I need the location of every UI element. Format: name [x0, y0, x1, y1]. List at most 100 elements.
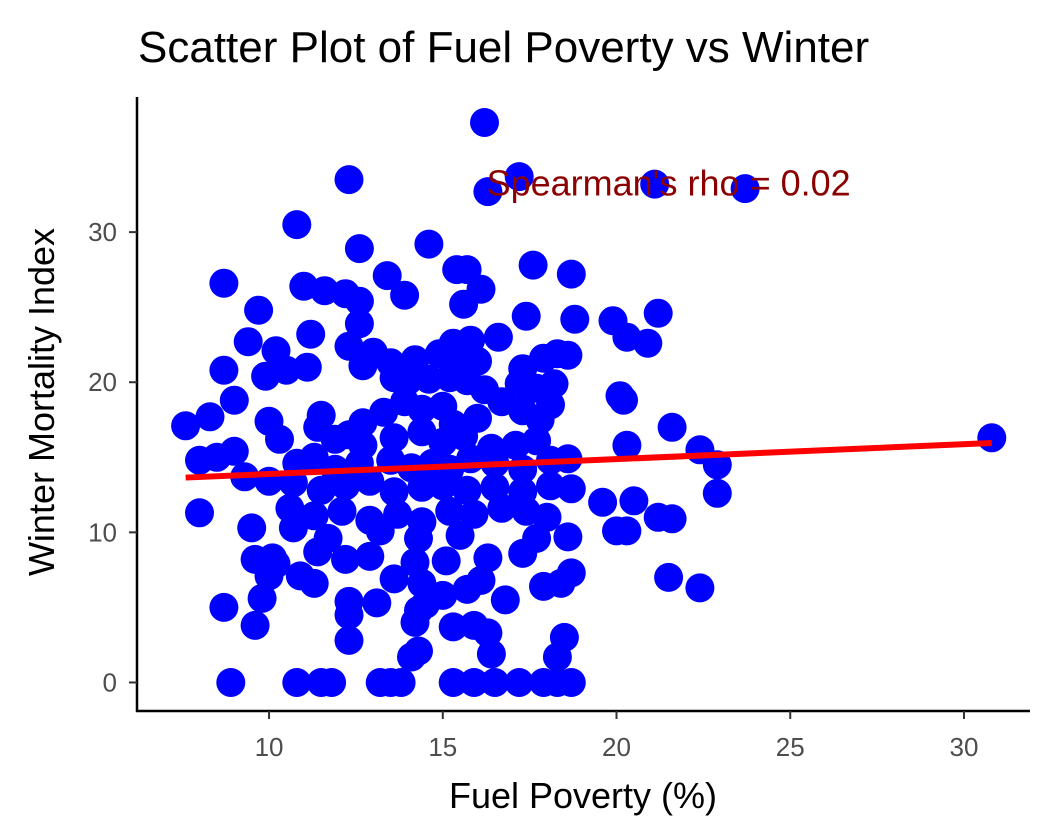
y-tick-label: 10	[88, 517, 117, 547]
data-point	[473, 177, 503, 207]
data-point	[195, 402, 225, 432]
data-point	[334, 625, 364, 655]
data-point	[511, 301, 541, 331]
data-point	[633, 328, 663, 358]
x-tick-label: 20	[602, 732, 631, 762]
data-point	[504, 162, 534, 192]
data-point	[549, 622, 579, 652]
data-point	[331, 471, 360, 501]
data-point	[299, 568, 329, 598]
data-point	[334, 165, 364, 195]
data-point	[219, 385, 249, 415]
y-tick-label: 0	[103, 667, 117, 697]
data-point	[473, 543, 503, 573]
data-point	[553, 522, 583, 552]
data-point	[209, 592, 239, 622]
data-point	[355, 466, 385, 496]
data-point	[327, 496, 357, 526]
data-point	[362, 588, 392, 618]
data-point	[619, 486, 649, 516]
data-point	[424, 339, 454, 369]
data-point	[654, 562, 684, 592]
data-point	[209, 268, 239, 298]
y-axis-title: Winter Mortality Index	[21, 228, 62, 576]
x-axis-title: Fuel Poverty (%)	[449, 775, 717, 816]
data-point	[292, 352, 322, 382]
data-point	[372, 261, 402, 291]
data-point	[344, 286, 374, 316]
data-point	[247, 583, 277, 613]
y-ticks: 0 10 20 30	[88, 217, 137, 697]
trend-line	[185, 440, 992, 481]
data-point	[400, 607, 430, 637]
data-point	[518, 250, 548, 280]
data-point	[282, 210, 312, 240]
data-point	[414, 364, 444, 394]
x-tick-label: 10	[255, 732, 284, 762]
data-point	[334, 600, 364, 630]
data-point	[438, 668, 468, 697]
data-point	[588, 487, 618, 517]
data-point	[428, 471, 458, 501]
data-point	[657, 504, 687, 534]
data-point	[730, 174, 760, 204]
data-point	[365, 516, 395, 546]
data-point	[452, 475, 482, 505]
data-point	[254, 561, 284, 591]
data-point	[355, 541, 385, 571]
data-point	[657, 412, 687, 442]
data-point	[556, 558, 586, 588]
data-point	[278, 513, 308, 543]
data-point	[237, 513, 267, 543]
data-point	[643, 298, 673, 328]
data-point	[536, 390, 565, 420]
data-point	[303, 537, 333, 567]
data-point	[435, 496, 465, 526]
data-point	[459, 499, 489, 529]
data-point	[331, 544, 360, 574]
data-point	[456, 444, 486, 474]
data-point	[556, 259, 586, 289]
data-point	[296, 319, 326, 349]
data-point	[702, 478, 732, 508]
chart-title: Scatter Plot of Fuel Poverty vs Winter	[138, 23, 869, 72]
data-point	[449, 421, 479, 451]
data-point	[438, 612, 468, 642]
x-tick-label: 25	[776, 732, 805, 762]
data-point	[306, 475, 336, 505]
x-tick-label: 30	[950, 732, 979, 762]
data-point	[685, 573, 715, 603]
data-point	[449, 289, 479, 319]
data-point	[445, 520, 475, 550]
data-point	[390, 280, 420, 310]
x-tick-label: 15	[428, 732, 457, 762]
data-point	[240, 610, 270, 640]
data-point	[612, 430, 642, 460]
data-point	[265, 424, 294, 454]
data-point	[556, 474, 586, 504]
data-point	[487, 493, 517, 523]
y-tick-label: 30	[88, 217, 117, 247]
data-point	[480, 668, 510, 697]
data-point	[508, 538, 538, 568]
data-point	[640, 169, 670, 199]
data-point	[379, 564, 409, 594]
y-tick-label: 20	[88, 367, 117, 397]
data-point	[282, 668, 312, 697]
data-point	[407, 472, 437, 502]
data-point	[404, 523, 433, 553]
data-point	[379, 477, 409, 507]
data-point	[209, 355, 239, 385]
data-point	[233, 327, 263, 357]
data-point	[560, 304, 590, 334]
data-point	[344, 234, 374, 264]
data-point	[397, 642, 426, 672]
data-point	[977, 423, 1007, 453]
data-point	[490, 585, 520, 615]
data-point	[386, 668, 416, 697]
data-point	[459, 668, 489, 697]
data-point	[344, 309, 374, 339]
x-ticks: 10 15 20 25 30	[255, 711, 979, 762]
data-point	[379, 423, 409, 453]
